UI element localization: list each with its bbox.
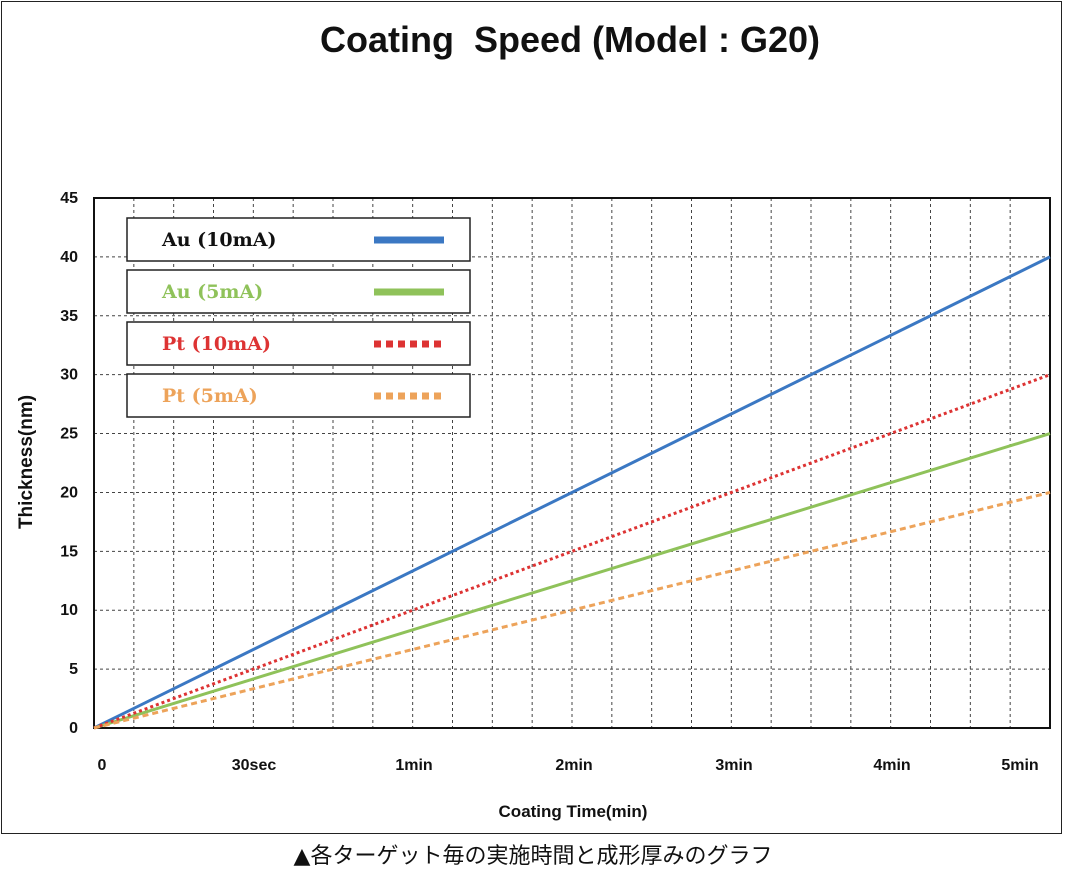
x-axis-label: Coating Time(min) [499,802,648,821]
x-tick-label: 2min [555,757,592,774]
chart-svg: Coating Speed (Model : G20) 0 5 10 15 20 25 30… [16,19,1051,821]
series-line-2 [93,432,1051,730]
legend-label: Pt (10mA) [162,333,271,355]
y-tick-label: 5 [69,661,78,678]
legend-label: Au (5mA) [161,281,263,303]
x-tick-label: 0 [98,757,107,774]
y-axis-label: Thickness(nm) [16,395,37,529]
y-tick-label: 45 [60,190,78,207]
x-tick-label: 4min [873,757,910,774]
y-tick-label: 15 [60,543,78,560]
legend-label: Au (10mA) [161,229,276,251]
chart-frame: Coating Speed (Model : G20) 0 5 10 15 20 25 30… [1,1,1062,834]
plot-area-border [93,197,1051,729]
figure-caption: ▲各ターゲット毎の実施時間と成形厚みのグラフ [293,844,773,869]
series-line-4 [93,490,1051,730]
y-tick-label: 25 [60,426,78,443]
y-tick-label: 35 [60,308,78,325]
chart-title: Coating Speed (Model : G20) [320,19,820,60]
y-tick-label: 30 [60,367,78,384]
x-tick-label: 3min [715,757,752,774]
y-tick-label: 10 [60,602,78,619]
x-tick-label: 1min [395,757,432,774]
y-tick-label: 40 [60,249,78,266]
x-tick-label: 30sec [232,757,277,774]
x-tick-label: 5min [1001,757,1038,774]
y-tick-label: 20 [60,484,78,501]
y-tick-label: 0 [69,720,78,737]
legend-label: Pt (5mA) [162,385,258,407]
series-line-3 [93,373,1051,730]
series-line-1 [93,255,1051,730]
